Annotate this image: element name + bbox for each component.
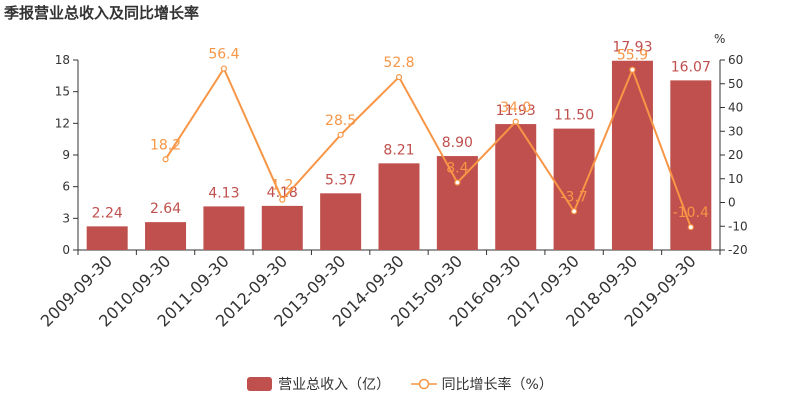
line-value-label: 1.2 (271, 178, 293, 194)
line-point (395, 73, 403, 81)
y-right-unit-label: % (714, 32, 725, 46)
legend-item-growth[interactable]: 同比增长率（%） (410, 374, 553, 394)
legend-line-swatch (410, 378, 437, 390)
line-value-label: 8.4 (446, 161, 468, 177)
line-value-label: 52.8 (383, 55, 414, 71)
bar-value-label: 8.21 (383, 142, 414, 158)
line-point (162, 156, 169, 163)
y-right-tick-label: 40 (728, 101, 743, 115)
y-left-tick-label: 3 (62, 211, 70, 225)
line-point (570, 208, 578, 215)
line-value-label: 55.9 (617, 48, 648, 64)
legend-bar-swatch (247, 377, 273, 391)
bar (203, 206, 245, 250)
y-right-tick-label: 20 (728, 148, 743, 162)
line-point (687, 224, 694, 231)
line-value-label: 28.5 (325, 113, 356, 129)
y-right-tick-label: 10 (728, 172, 743, 186)
bar (495, 124, 537, 250)
legend: 营业总收入（亿） 同比增长率（%） (0, 374, 800, 394)
bar-value-label: 16.07 (671, 59, 711, 75)
bar-value-label: 4.18 (267, 185, 298, 201)
line-value-label: 34.0 (500, 100, 531, 116)
line-value-label: 18.2 (150, 137, 181, 153)
line-point (337, 131, 344, 138)
bar-value-label: 11.50 (554, 108, 594, 124)
bar (320, 193, 362, 250)
y-right-tick-label: 30 (728, 124, 743, 138)
y-left-tick-label: 12 (55, 116, 70, 130)
y-right-tick-label: -10 (728, 219, 748, 233)
legend-item-revenue[interactable]: 营业总收入（亿） (247, 374, 390, 394)
bar (86, 226, 128, 250)
line-value-label: -10.4 (673, 205, 709, 221)
y-left-tick-label: 0 (62, 243, 70, 257)
y-left-tick-label: 9 (62, 148, 70, 162)
bar-value-label: 8.90 (442, 135, 473, 151)
legend-label-revenue: 营业总收入（亿） (278, 377, 391, 393)
bar-value-label: 17.93 (612, 40, 652, 56)
bar-value-label: 2.24 (92, 205, 123, 221)
line-point (629, 66, 636, 73)
bar-value-label: 5.37 (325, 172, 356, 188)
bar (378, 163, 420, 250)
growth-line (164, 66, 692, 228)
bar (261, 205, 303, 250)
line-point (279, 196, 286, 203)
y-left-tick-label: 18 (55, 53, 70, 67)
line-value-label: -3.7 (560, 189, 587, 205)
line-point (220, 65, 228, 72)
y-right-tick-label: -20 (728, 243, 748, 257)
y-left-tick-label: 15 (55, 85, 70, 99)
bar (611, 60, 653, 250)
bar (436, 156, 478, 250)
bar-value-label: 4.13 (208, 185, 239, 201)
chart-title: 季报营业总收入及同比增长率 (4, 4, 200, 22)
line-value-label: 56.4 (208, 47, 239, 63)
y-left-tick-label: 6 (62, 180, 70, 194)
bar (145, 222, 187, 250)
bar-value-label: 2.64 (150, 201, 181, 217)
bar-value-label: 11.93 (496, 103, 536, 119)
y-right-tick-label: 50 (728, 77, 743, 91)
line-point (512, 118, 519, 125)
y-right-tick-label: 0 (728, 196, 736, 210)
line-point (454, 179, 461, 186)
bar (670, 80, 712, 250)
y-right-tick-label: 60 (728, 53, 743, 67)
legend-label-growth: 同比增长率（%） (441, 377, 553, 393)
